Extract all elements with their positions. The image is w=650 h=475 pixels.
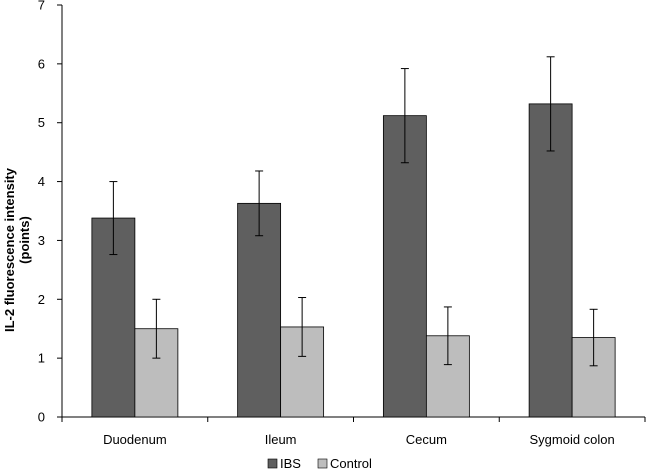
y-tick-label: 3	[38, 233, 45, 248]
y-axis-subtitle: (points)	[17, 216, 32, 264]
legend-label-control: Control	[330, 456, 372, 471]
legend-swatch-control	[317, 458, 328, 469]
error-bar-ibs-duodenum	[109, 181, 118, 256]
category-label: Ileum	[265, 432, 297, 447]
category-labels: Duodenum Ileum Cecum Sygmoid colon	[103, 432, 615, 447]
bar-ibs-ileum	[237, 202, 282, 418]
y-axis-title: IL-2 fluorescence intensity	[2, 167, 17, 332]
category-label: Sygmoid colon	[529, 432, 614, 447]
legend-swatch-ibs	[267, 458, 278, 469]
x-ticks	[61, 417, 646, 422]
y-tick-label: 0	[38, 410, 45, 425]
error-bars	[109, 56, 598, 367]
error-bar-control-duodenum	[152, 298, 161, 359]
bar-ibs-cecum	[382, 115, 427, 418]
y-ticks: 0 1 2 3 4 5 6 7	[38, 0, 62, 425]
y-tick-label: 6	[38, 56, 45, 71]
bars	[91, 103, 616, 418]
y-tick-label: 1	[38, 351, 45, 366]
y-tick-label: 2	[38, 292, 45, 307]
error-bar-ibs-cecum	[400, 68, 409, 164]
category-label: Duodenum	[103, 432, 167, 447]
error-bar-ibs-ileum	[255, 170, 264, 237]
legend: IBS Control	[267, 456, 372, 471]
error-bar-control-cecum	[443, 306, 452, 366]
error-bar-control-sygmoid-colon	[589, 308, 598, 367]
error-bar-ibs-sygmoid-colon	[546, 56, 555, 152]
error-bar-control-ileum	[298, 297, 307, 357]
category-label: Cecum	[406, 432, 447, 447]
y-tick-label: 5	[38, 115, 45, 130]
y-tick-label: 4	[38, 174, 45, 189]
legend-label-ibs: IBS	[280, 456, 301, 471]
y-tick-label: 7	[38, 0, 45, 13]
